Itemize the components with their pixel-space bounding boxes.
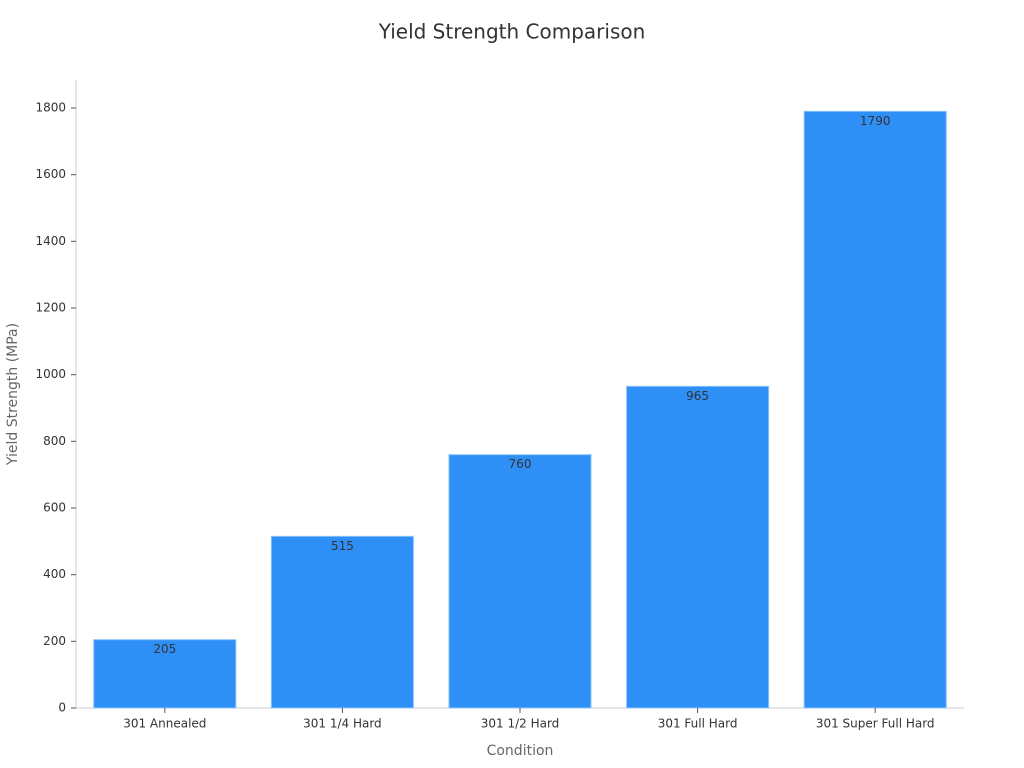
y-tick-label: 600	[43, 501, 66, 515]
bar	[93, 639, 237, 709]
chart-title: Yield Strength Comparison	[378, 20, 646, 44]
y-tick-label: 200	[43, 634, 66, 648]
y-axis-label: Yield Strength (MPa)	[5, 323, 21, 466]
value-label: 760	[509, 457, 532, 471]
value-label: 515	[331, 539, 354, 553]
bar	[803, 110, 947, 709]
x-axis-label: Condition	[487, 743, 554, 759]
value-label: 965	[686, 389, 709, 403]
bar	[270, 535, 414, 709]
value-label: 1790	[860, 114, 891, 128]
bar	[626, 385, 770, 709]
y-tick-label: 1600	[35, 167, 66, 181]
y-tick-label: 1800	[35, 101, 66, 115]
value-label: 205	[153, 642, 176, 656]
x-tick-label: 301 1/2 Hard	[481, 717, 560, 731]
y-tick-label: 400	[43, 567, 66, 581]
y-tick-label: 1000	[35, 367, 66, 381]
x-tick-label: 301 Annealed	[123, 717, 206, 731]
y-tick-label: 1200	[35, 301, 66, 315]
y-tick-label: 800	[43, 434, 66, 448]
x-tick-label: 301 Full Hard	[658, 717, 738, 731]
x-tick-label: 301 Super Full Hard	[816, 717, 935, 731]
bar	[448, 454, 592, 709]
y-tick-label: 0	[58, 701, 66, 715]
y-tick-label: 1400	[35, 234, 66, 248]
x-tick-label: 301 1/4 Hard	[303, 717, 382, 731]
